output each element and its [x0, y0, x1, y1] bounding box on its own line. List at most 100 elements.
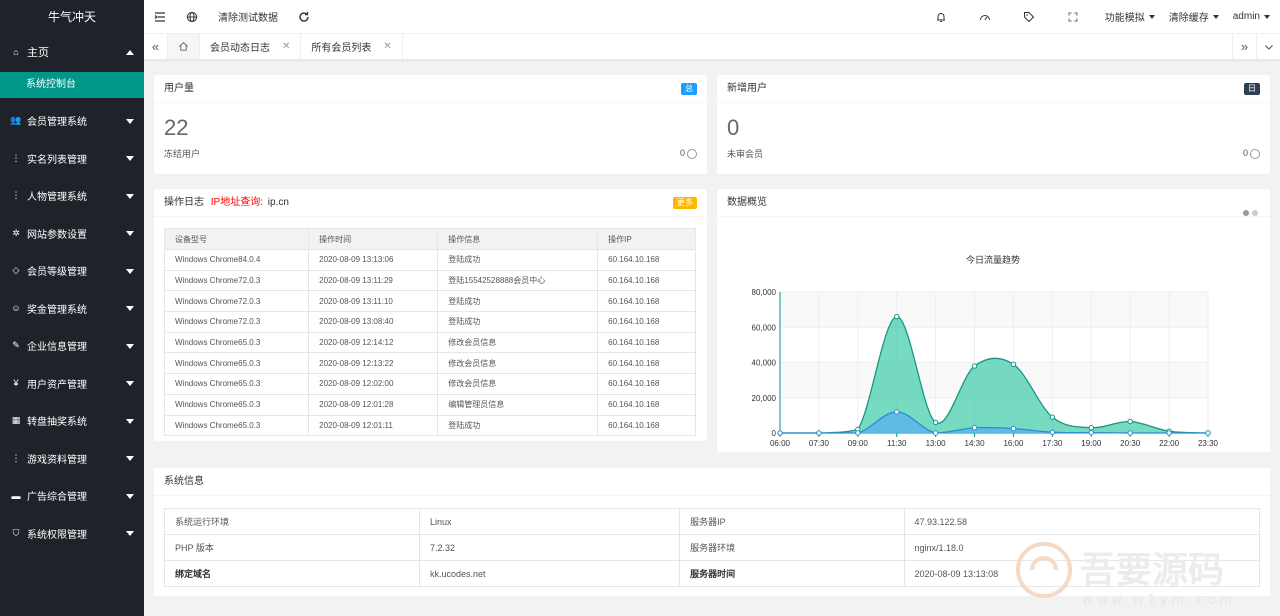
- tabs-scroll-right-button[interactable]: »: [1232, 34, 1256, 59]
- sidebar-item-label: 人物管理系统: [27, 192, 87, 204]
- vertical-dots-icon: ⋮: [11, 190, 21, 201]
- table-cell: 服务器环境: [679, 534, 905, 561]
- table-cell: 2020-08-09 12:13:22: [308, 352, 439, 375]
- tab-home[interactable]: [168, 34, 200, 59]
- tab-member-log[interactable]: 会员动态日志 ✕: [200, 34, 302, 59]
- system-info-card: 系统信息 系统运行环境 Linux 服务器IP 47.93.122.58 PHP 版本 7…: [154, 468, 1270, 596]
- sidebar-item[interactable]: ✲ 网站参数设置: [0, 215, 144, 253]
- y-tick-label: 0: [772, 429, 777, 438]
- users-icon: 👥: [10, 115, 22, 126]
- clear-test-data-button[interactable]: 清除测试数据: [218, 13, 278, 24]
- carousel-dot[interactable]: [1243, 210, 1249, 216]
- operation-log-card: 操作日志 IP地址查询: ip.cn 更多 设备型号 操作时间 操作信息 操作IP W…: [154, 189, 707, 441]
- table-cell: 60.164.10.168: [597, 311, 696, 333]
- menu-toggle-button[interactable]: [144, 0, 176, 34]
- table-cell: 编辑管理员信息: [437, 393, 599, 416]
- sidebar-item-label: 会员等级管理: [27, 267, 87, 279]
- table-cell: 2020-08-09 12:01:28: [308, 393, 439, 416]
- close-icon[interactable]: ✕: [383, 41, 392, 52]
- column-header: 设备型号: [163, 228, 310, 250]
- table-cell: 7.2.32: [418, 534, 681, 561]
- table-cell: 60.164.10.168: [597, 290, 696, 313]
- card-header: 新增用户 日: [717, 75, 1270, 103]
- data-point: [971, 363, 978, 369]
- notification-button[interactable]: [919, 0, 963, 34]
- sidebar-item[interactable]: ¥ 用户资产管理: [0, 365, 144, 403]
- sidebar-item-label: 奖金管理系统: [27, 304, 87, 316]
- top-header: 清除测试数据 功能模拟 清除缓存 admin: [144, 0, 1280, 34]
- tabs-menu-button[interactable]: [1256, 34, 1280, 59]
- chart-title: 今日流量趋势: [966, 254, 1020, 265]
- data-point: [1010, 425, 1017, 432]
- sidebar-item-label: 转盘抽奖系统: [27, 417, 87, 429]
- more-badge[interactable]: 更多: [673, 197, 697, 209]
- gear-icon: ✲: [12, 227, 20, 238]
- calculator-icon: ▦: [11, 415, 21, 426]
- sidebar-item-console[interactable]: 系统控制台: [0, 72, 144, 98]
- sidebar-item[interactable]: ⋮ 人物管理系统: [0, 177, 144, 215]
- table-row: 系统运行环境 Linux 服务器IP 47.93.122.58: [164, 508, 1261, 535]
- website-button[interactable]: [176, 0, 208, 34]
- watermark-text: 吾要源码: [1080, 550, 1224, 591]
- chevron-down-icon: [1264, 14, 1270, 19]
- sidebar-item[interactable]: ⛉ 系统权限管理: [0, 515, 144, 553]
- user-count-card: 用户量 总 22 冻结用户 0: [154, 75, 707, 174]
- user-count-value: 22: [164, 115, 189, 140]
- close-icon[interactable]: ✕: [282, 41, 291, 52]
- data-overview-card: 数据概览 今日流量趋势 0 20,000 40,000 60,000 80,000 06:0…: [717, 189, 1270, 452]
- tab-member-list[interactable]: 所有会员列表 ✕: [301, 34, 403, 59]
- table-cell: Windows Chrome65.0.3: [163, 414, 310, 437]
- sidebar-item[interactable]: ▦ 转盘抽奖系统: [0, 402, 144, 440]
- table-cell: 2020-08-09 13:13:06: [308, 249, 439, 271]
- sidebar-item[interactable]: ⋮ 实名列表管理: [0, 140, 144, 178]
- refresh-icon: [299, 11, 309, 22]
- table-cell: 2020-08-09 12:14:12: [308, 331, 439, 354]
- sidebar-item[interactable]: ☺ 奖金管理系统: [0, 290, 144, 328]
- tabs-scroll-left-button[interactable]: «: [144, 34, 168, 59]
- table-cell: 2020-08-09 13:11:29: [308, 269, 439, 292]
- sidebar-item[interactable]: 👥 会员管理系统: [0, 102, 144, 140]
- table-cell: 登陆15542528888会员中心: [437, 269, 599, 292]
- diamond-icon: ◇: [12, 265, 20, 276]
- refresh-button[interactable]: [288, 0, 320, 34]
- sidebar-item[interactable]: ◇ 会员等级管理: [0, 252, 144, 290]
- double-chevron-right-icon: »: [1240, 39, 1249, 54]
- system-info-table: 系统运行环境 Linux 服务器IP 47.93.122.58 PHP 版本 7.2.32…: [164, 508, 1261, 587]
- column-header: 操作信息: [437, 228, 599, 250]
- x-tick-label: 11:30: [887, 439, 907, 448]
- tag-button[interactable]: [1007, 0, 1051, 34]
- column-header: 操作IP: [597, 228, 696, 250]
- table-cell: Windows Chrome84.0.4: [163, 249, 310, 271]
- clear-cache-menu[interactable]: 清除缓存: [1165, 0, 1223, 34]
- table-cell: 登陆成功: [437, 414, 599, 437]
- y-tick-label: 60,000: [752, 323, 777, 332]
- sidebar-item[interactable]: ▬ 广告综合管理: [0, 477, 144, 515]
- sidebar-item[interactable]: ✎ 企业信息管理: [0, 327, 144, 365]
- sidebar-item[interactable]: ⋮ 游戏资料管理: [0, 440, 144, 478]
- dashboard-icon: [979, 14, 990, 20]
- ip-query-link[interactable]: ip.cn: [267, 197, 289, 208]
- table-cell: 60.164.10.168: [597, 414, 696, 437]
- sidebar-item-label: 广告综合管理: [27, 492, 87, 504]
- table-cell: kk.ucodes.net: [418, 560, 681, 587]
- table-row: Windows Chrome72.0.3 2020-08-09 13:11:10 登…: [163, 290, 696, 313]
- sidebar-item-home[interactable]: ⌂ 主页: [0, 34, 144, 70]
- sidebar-item-label: 主页: [27, 47, 49, 59]
- data-point: [1088, 425, 1094, 431]
- data-point: [1166, 430, 1172, 436]
- fullscreen-button[interactable]: [1051, 0, 1095, 34]
- y-tick-label: 20,000: [752, 394, 777, 403]
- table-cell: 60.164.10.168: [597, 373, 696, 395]
- fullscreen-icon: [1068, 12, 1078, 21]
- theme-button[interactable]: [963, 0, 1007, 34]
- app-logo[interactable]: 牛气冲天: [0, 0, 144, 34]
- carousel-dot[interactable]: [1252, 210, 1258, 216]
- x-tick-label: 20:30: [1120, 439, 1141, 448]
- function-simulate-menu[interactable]: 功能模拟: [1095, 0, 1165, 34]
- sidebar-item-label: 用户资产管理: [27, 379, 87, 391]
- chevron-down-icon: [126, 493, 134, 499]
- sidebar-item-label: 企业信息管理: [27, 342, 87, 354]
- table-cell: Windows Chrome65.0.3: [163, 352, 310, 375]
- data-point: [855, 430, 861, 436]
- user-menu[interactable]: admin: [1223, 0, 1280, 34]
